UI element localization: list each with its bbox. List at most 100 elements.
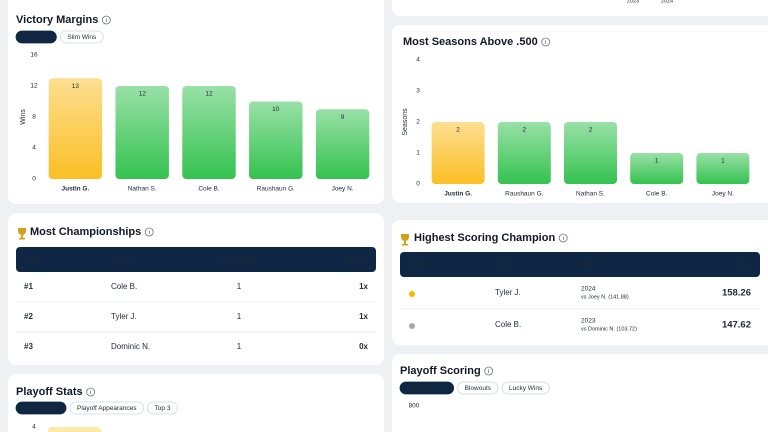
y-axis-label: Wins — [20, 109, 27, 125]
value-label: 1 — [721, 158, 725, 165]
info-icon — [86, 387, 96, 397]
y-tick-label: 16 — [30, 52, 38, 59]
panel-title: Playoff Scoring — [400, 365, 481, 377]
table-cell: 158.26 — [722, 288, 751, 299]
bar — [696, 153, 750, 184]
tab[interactable]: Blowouts — [15, 30, 57, 44]
y-tick-label: 0 — [32, 176, 36, 183]
tab-background — [457, 381, 499, 395]
value-label: 13 — [72, 83, 80, 90]
tab-background — [69, 401, 144, 415]
table-cell: Cole B. — [495, 320, 521, 329]
x-tick-label: Raushaun G. — [505, 191, 543, 198]
info-icon: i — [106, 18, 107, 24]
x-tick-label: Raushaun G. — [257, 186, 295, 193]
y-axis-label: Seasons — [402, 108, 409, 136]
tab[interactable]: Playoff Wins — [15, 401, 67, 415]
x-tick-label: Cole B. — [646, 191, 668, 198]
tab-background — [399, 381, 455, 395]
bar — [315, 109, 370, 179]
info-icon — [101, 15, 111, 25]
tab[interactable]: Lucky Wins — [501, 381, 550, 395]
tab-label: Blowouts — [465, 385, 492, 392]
y-tick-label: 800 — [409, 403, 420, 410]
panel-title: Most Championships — [30, 226, 141, 238]
tab-label: Playoff Appearances — [77, 405, 137, 412]
info-icon: i — [488, 369, 489, 375]
panel — [8, 374, 384, 432]
panel-title: Playoff Stats — [16, 386, 83, 398]
info-icon — [484, 366, 494, 376]
x-tick-label: Nathan S. — [576, 191, 605, 198]
tab-label: Lucky Wins — [509, 385, 543, 392]
value-label: 1 — [655, 158, 659, 165]
panel — [392, 220, 768, 345]
info-icon: i — [90, 390, 91, 396]
tab-background — [15, 401, 67, 415]
info-icon — [144, 227, 154, 237]
tab-background — [147, 401, 178, 415]
tab[interactable]: Top 3 — [147, 401, 178, 415]
table-cell: #3 — [24, 342, 33, 351]
value-label: 10 — [272, 106, 280, 113]
y-tick-label: 12 — [30, 83, 38, 90]
panel — [392, 354, 768, 432]
tab-label: Blowouts — [23, 34, 50, 41]
value-label: 12 — [205, 91, 213, 98]
table-cell: 0x — [359, 342, 368, 351]
x-tick-label: Nathan S. — [128, 186, 157, 193]
tab-label: Slim Wins — [67, 34, 97, 41]
table-cell: 2023 — [581, 318, 596, 325]
tab[interactable]: Playoff Appearances — [69, 401, 144, 415]
value-label: 2 — [522, 127, 526, 134]
info-icon — [558, 233, 568, 243]
value-label: 9 — [341, 114, 345, 121]
info-icon: i — [545, 40, 546, 46]
column-header: Champ. — [343, 256, 368, 263]
axis-label: 2023 — [627, 0, 639, 4]
column-header: Year — [581, 261, 596, 268]
table-cell: Tyler J. — [111, 312, 137, 321]
bar-partial — [48, 427, 101, 432]
y-tick-label: 3 — [416, 88, 420, 95]
column-header: Team — [495, 261, 512, 268]
y-tick-label: 2 — [416, 119, 420, 126]
value-label: 2 — [589, 127, 593, 134]
table-cell: 1 — [237, 342, 242, 351]
bar — [48, 78, 103, 179]
y-tick-label: 4 — [32, 145, 36, 152]
table-cell: Dominic N. — [111, 342, 150, 351]
table-cell: #1 — [24, 282, 33, 291]
table-header — [16, 247, 376, 272]
column-header: Score — [733, 261, 751, 268]
info-icon: i — [149, 230, 150, 236]
table-cell: 1x — [359, 312, 368, 321]
y-tick-label: 4 — [416, 57, 420, 64]
table-cell: 1x — [359, 282, 368, 291]
y-tick-label: 1 — [416, 150, 420, 157]
table-cell: Cole B. — [111, 282, 137, 291]
trophy-icon — [18, 228, 26, 240]
panel-title: Most Seasons Above .500 — [403, 36, 538, 48]
y-tick-label: 0 — [416, 181, 420, 188]
tab[interactable]: Playoff Points — [399, 381, 455, 395]
info-icon: i — [563, 236, 564, 242]
x-tick-label: Justin G. — [444, 191, 472, 198]
column-header: Champ App. — [220, 256, 259, 263]
table-cell: 2024 — [581, 286, 596, 293]
column-header: Rank — [408, 261, 425, 268]
y-tick-label: 4 — [32, 424, 36, 431]
bar — [249, 101, 303, 179]
axis-label: 2024 — [661, 0, 673, 4]
column-header: Rank — [24, 256, 41, 263]
tab-background — [59, 30, 104, 44]
tab[interactable]: Slim Wins — [59, 30, 104, 44]
table-cell: vs Dominic N. (103.72) — [581, 326, 637, 332]
tab-label: Playoff Wins — [23, 405, 60, 412]
tab[interactable]: Blowouts — [457, 381, 499, 395]
info-icon — [541, 37, 551, 47]
table-header — [400, 252, 760, 277]
x-tick-label: Joey N. — [712, 191, 734, 198]
tab-background — [15, 30, 57, 44]
